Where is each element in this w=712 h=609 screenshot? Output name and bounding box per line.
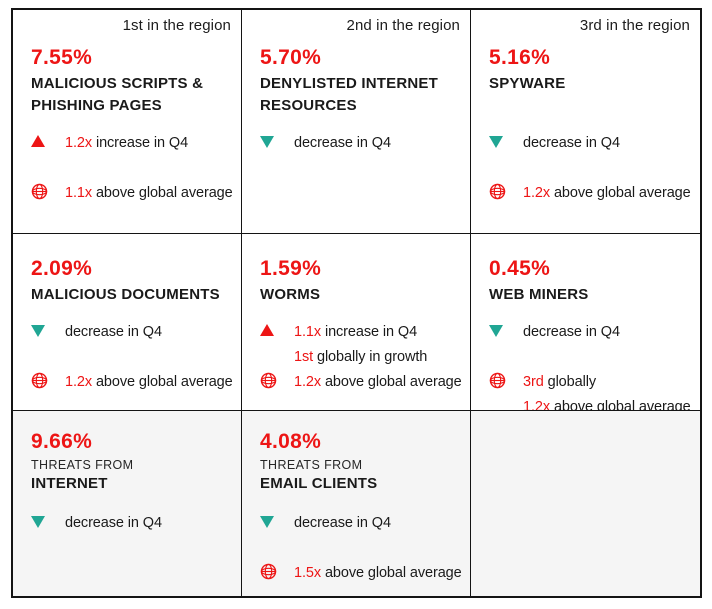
threat-title: SPYWARE <box>489 75 566 92</box>
indicator-list: decrease in Q4 1.5x above global average <box>260 511 462 586</box>
indicator-text: 1.5x above global average <box>294 565 462 581</box>
threat-title: EMAIL CLIENTS <box>260 475 378 492</box>
globe-icon <box>260 563 277 580</box>
indicator-list: decrease in Q4 1.2x above global average <box>31 320 233 395</box>
threat-percent: 2.09% <box>31 257 93 280</box>
decrease-icon <box>489 136 503 148</box>
threat-percent: 7.55% <box>31 46 93 69</box>
threat-percent: 9.66% <box>31 430 93 453</box>
threat-statistics-grid: 1st in the region 7.55% MALICIOUS SCRIPT… <box>11 8 702 598</box>
trend-indicator: decrease in Q4 <box>260 511 462 561</box>
cell-malicious-scripts: 1st in the region 7.55% MALICIOUS SCRIPT… <box>13 10 242 234</box>
cell-worms: 1.59% WORMS 1.1x increase in Q4 1st glob… <box>242 234 471 411</box>
column-header-3rd: 3rd in the region <box>579 17 690 34</box>
indicator-text: decrease in Q4 <box>523 324 620 340</box>
indicator-text: 1st globally in growth <box>294 349 428 365</box>
threat-percent: 1.59% <box>260 257 322 280</box>
threat-title: WEB MINERS <box>489 286 589 303</box>
global-indicator: 1.2x above global average <box>31 370 233 395</box>
indicator-text: decrease in Q4 <box>294 135 391 151</box>
global-indicator: 3rd globally 1.2x above global average <box>489 370 692 411</box>
cell-malicious-documents: 2.09% MALICIOUS DOCUMENTS decrease in Q4… <box>13 234 242 411</box>
indicator-text: 3rd globally <box>523 374 596 390</box>
globe-icon <box>31 372 48 389</box>
indicator-list: decrease in Q4 1.2x above global average <box>489 131 692 206</box>
threat-kicker: THREATS FROM <box>31 458 134 472</box>
globe-icon <box>489 183 506 200</box>
globe-icon <box>489 372 506 389</box>
indicator-text: 1.2x increase in Q4 <box>65 135 189 151</box>
indicator-list: 1.1x increase in Q4 1st globally in grow… <box>260 320 462 395</box>
globe-icon <box>31 183 48 200</box>
cell-denylisted-resources: 2nd in the region 5.70% DENYLISTED INTER… <box>242 10 471 234</box>
cell-empty <box>471 411 700 596</box>
threat-percent: 5.70% <box>260 46 322 69</box>
indicator-text: decrease in Q4 <box>65 515 162 531</box>
threat-percent: 5.16% <box>489 46 551 69</box>
column-header-2nd: 2nd in the region <box>346 17 460 34</box>
increase-icon <box>31 135 45 147</box>
cell-threats-from-email-clients: 4.08% THREATS FROM EMAIL CLIENTS decreas… <box>242 411 471 596</box>
trend-indicator: 1.1x increase in Q4 1st globally in grow… <box>260 320 462 370</box>
cell-web-miners: 0.45% WEB MINERS decrease in Q4 3rd glob… <box>471 234 700 411</box>
trend-indicator: decrease in Q4 <box>31 511 233 536</box>
threat-title: WORMS <box>260 286 321 303</box>
cell-threats-from-internet: 9.66% THREATS FROM INTERNET decrease in … <box>13 411 242 596</box>
trend-indicator: decrease in Q4 <box>260 131 462 156</box>
global-indicator: 1.2x above global average <box>260 370 462 395</box>
indicator-text: decrease in Q4 <box>294 515 391 531</box>
indicator-list: decrease in Q4 3rd globally 1.2x above g… <box>489 320 692 411</box>
global-indicator: 1.1x above global average <box>31 181 233 206</box>
threat-title: DENYLISTED INTERNET RESOURCES <box>260 75 438 114</box>
cell-spyware: 3rd in the region 5.16% SPYWARE decrease… <box>471 10 700 234</box>
threat-title: INTERNET <box>31 475 108 492</box>
indicator-text: decrease in Q4 <box>523 135 620 151</box>
globe-icon <box>260 372 277 389</box>
indicator-text: decrease in Q4 <box>65 324 162 340</box>
indicator-list: decrease in Q4 <box>31 511 233 536</box>
indicator-list: 1.2x increase in Q4 1.1x above global av… <box>31 131 233 206</box>
global-indicator: 1.2x above global average <box>489 181 692 206</box>
decrease-icon <box>260 516 274 528</box>
indicator-text: 1.1x increase in Q4 <box>294 324 418 340</box>
threat-kicker: THREATS FROM <box>260 458 363 472</box>
threat-percent: 4.08% <box>260 430 322 453</box>
indicator-text: 1.2x above global average <box>523 185 691 201</box>
increase-icon <box>260 324 274 336</box>
decrease-icon <box>489 325 503 337</box>
threat-title: MALICIOUS SCRIPTS & PHISHING PAGES <box>31 75 204 114</box>
threat-percent: 0.45% <box>489 257 551 280</box>
indicator-text: 1.2x above global average <box>523 399 691 411</box>
global-indicator: 1.5x above global average <box>260 561 462 586</box>
indicator-list: decrease in Q4 <box>260 131 462 156</box>
trend-indicator: decrease in Q4 <box>489 131 692 181</box>
decrease-icon <box>31 325 45 337</box>
trend-indicator: 1.2x increase in Q4 <box>31 131 233 181</box>
indicator-text: 1.1x above global average <box>65 185 233 201</box>
decrease-icon <box>260 136 274 148</box>
trend-indicator: decrease in Q4 <box>31 320 233 370</box>
decrease-icon <box>31 516 45 528</box>
indicator-text: 1.2x above global average <box>294 374 462 390</box>
column-header-1st: 1st in the region <box>122 17 231 34</box>
indicator-text: 1.2x above global average <box>65 374 233 390</box>
trend-indicator: decrease in Q4 <box>489 320 692 370</box>
threat-title: MALICIOUS DOCUMENTS <box>31 286 220 303</box>
